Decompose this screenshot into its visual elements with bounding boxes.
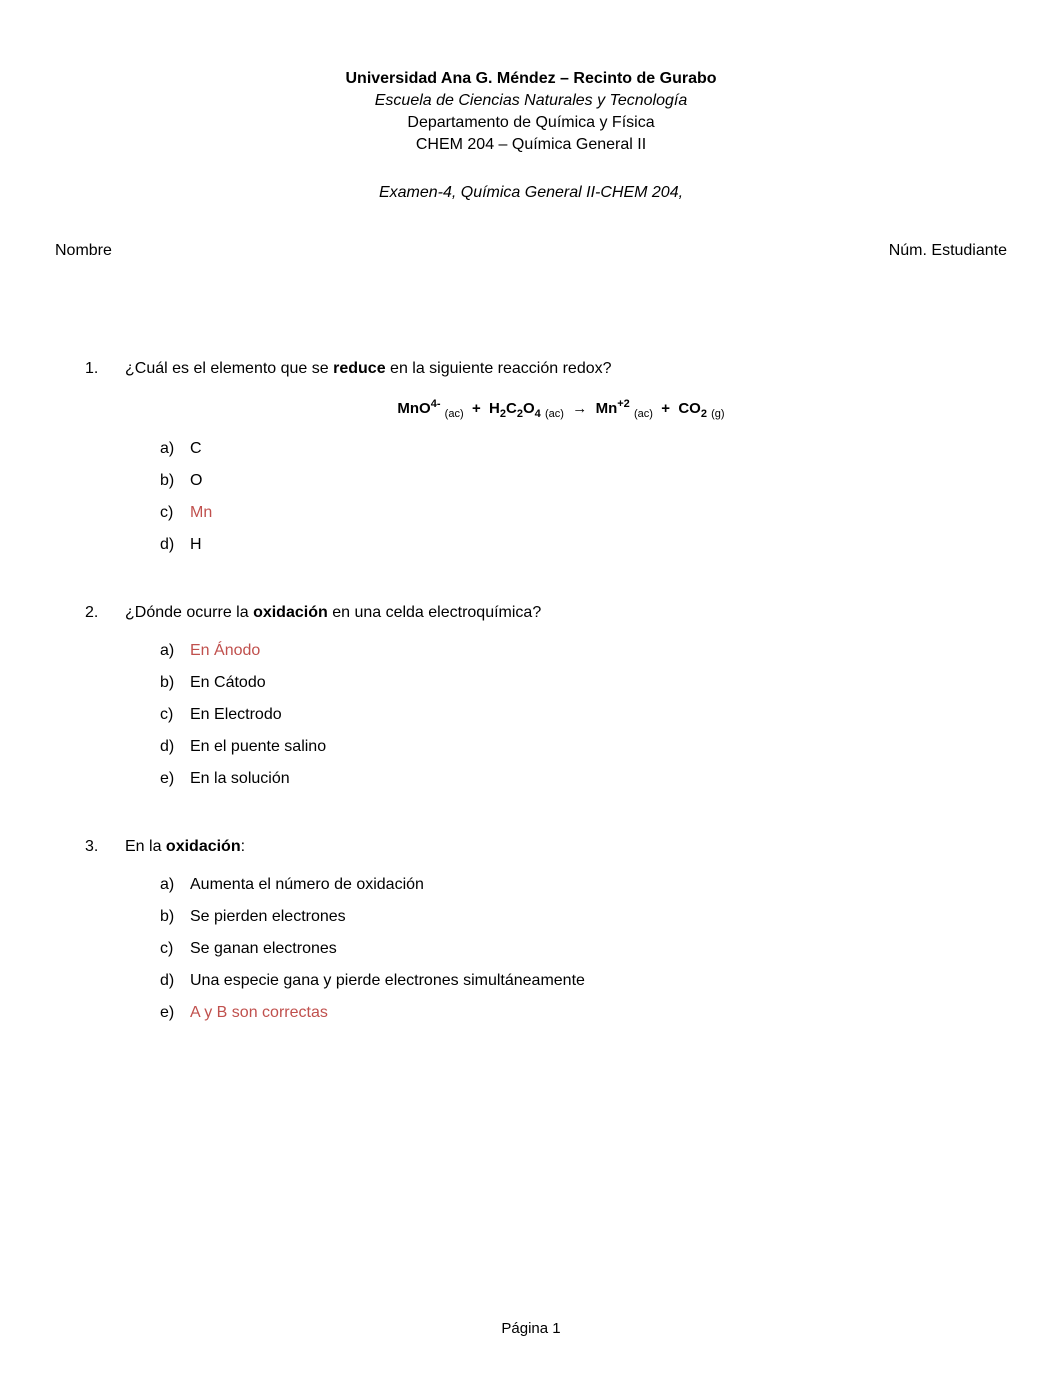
- q3-a-letter: a): [160, 876, 190, 894]
- q1-equation: MnO4- (ac) + H2C2O4 (ac) → Mn+2 (ac) + C…: [55, 398, 1007, 420]
- q1-b-text: O: [190, 472, 1007, 490]
- q1-a-text: C: [190, 440, 1007, 458]
- q1-b-letter: b): [160, 472, 190, 490]
- q1-a-letter: a): [160, 440, 190, 458]
- question-1-text: 1. ¿Cuál es el elemento que se reduce en…: [55, 360, 1007, 378]
- q2-bold: oxidación: [253, 604, 328, 621]
- school-name: Escuela de Ciencias Naturales y Tecnolog…: [55, 92, 1007, 110]
- q3-c-letter: c): [160, 940, 190, 958]
- q3-option-b: b) Se pierden electrones: [160, 908, 1007, 926]
- q2-suffix: en una celda electroquímica?: [328, 604, 541, 621]
- q3-d-letter: d): [160, 972, 190, 990]
- q3-text: En la oxidación:: [125, 838, 1007, 856]
- q2-a-text: En Ánodo: [190, 642, 1007, 660]
- q2-option-a: a) En Ánodo: [160, 642, 1007, 660]
- student-info-row: Nombre Núm. Estudiante: [55, 242, 1007, 260]
- q3-e-text: A y B son correctas: [190, 1004, 1007, 1022]
- exam-title: Examen-4, Química General II-CHEM 204,: [55, 184, 1007, 202]
- q3-b-text: Se pierden electrones: [190, 908, 1007, 926]
- q2-a-letter: a): [160, 642, 190, 660]
- q1-c-letter: c): [160, 504, 190, 522]
- question-3: 3. En la oxidación: a) Aumenta el número…: [55, 838, 1007, 1022]
- student-id-label: Núm. Estudiante: [889, 242, 1007, 260]
- question-2: 2. ¿Dónde ocurre la oxidación en una cel…: [55, 604, 1007, 788]
- q2-options: a) En Ánodo b) En Cátodo c) En Electrodo…: [55, 642, 1007, 788]
- q3-c-text: Se ganan electrones: [190, 940, 1007, 958]
- q1-suffix: en la siguiente reacción redox?: [386, 360, 612, 377]
- q1-c-text: Mn: [190, 504, 1007, 522]
- q2-e-text: En la solución: [190, 770, 1007, 788]
- q1-number: 1.: [55, 360, 125, 378]
- q3-e-letter: e): [160, 1004, 190, 1022]
- q1-option-c: c) Mn: [160, 504, 1007, 522]
- q3-b-letter: b): [160, 908, 190, 926]
- q1-option-a: a) C: [160, 440, 1007, 458]
- q2-c-letter: c): [160, 706, 190, 724]
- q1-option-b: b) O: [160, 472, 1007, 490]
- q2-e-letter: e): [160, 770, 190, 788]
- q3-option-a: a) Aumenta el número de oxidación: [160, 876, 1007, 894]
- q3-d-text: Una especie gana y pierde electrones sim…: [190, 972, 1007, 990]
- question-1: 1. ¿Cuál es el elemento que se reduce en…: [55, 360, 1007, 554]
- q2-b-letter: b): [160, 674, 190, 692]
- q2-d-text: En el puente salino: [190, 738, 1007, 756]
- q2-c-text: En Electrodo: [190, 706, 1007, 724]
- question-3-text: 3. En la oxidación:: [55, 838, 1007, 856]
- q3-a-text: Aumenta el número de oxidación: [190, 876, 1007, 894]
- q1-d-text: H: [190, 536, 1007, 554]
- q1-options: a) C b) O c) Mn d) H: [55, 440, 1007, 554]
- q3-option-d: d) Una especie gana y pierde electrones …: [160, 972, 1007, 990]
- q2-prefix: ¿Dónde ocurre la: [125, 604, 253, 621]
- name-label: Nombre: [55, 242, 112, 260]
- q2-option-d: d) En el puente salino: [160, 738, 1007, 756]
- q3-options: a) Aumenta el número de oxidación b) Se …: [55, 876, 1007, 1022]
- university-name: Universidad Ana G. Méndez – Recinto de G…: [55, 70, 1007, 88]
- q3-suffix: :: [241, 838, 245, 855]
- q2-option-e: e) En la solución: [160, 770, 1007, 788]
- question-2-text: 2. ¿Dónde ocurre la oxidación en una cel…: [55, 604, 1007, 622]
- q1-text: ¿Cuál es el elemento que se reduce en la…: [125, 360, 1007, 378]
- q3-prefix: En la: [125, 838, 166, 855]
- q2-option-c: c) En Electrodo: [160, 706, 1007, 724]
- q2-d-letter: d): [160, 738, 190, 756]
- document-header: Universidad Ana G. Méndez – Recinto de G…: [55, 70, 1007, 202]
- department-name: Departamento de Química y Física: [55, 114, 1007, 132]
- course-code: CHEM 204 – Química General II: [55, 136, 1007, 154]
- q1-d-letter: d): [160, 536, 190, 554]
- q3-number: 3.: [55, 838, 125, 856]
- q2-option-b: b) En Cátodo: [160, 674, 1007, 692]
- q2-b-text: En Cátodo: [190, 674, 1007, 692]
- q2-number: 2.: [55, 604, 125, 622]
- q3-option-c: c) Se ganan electrones: [160, 940, 1007, 958]
- q3-option-e: e) A y B son correctas: [160, 1004, 1007, 1022]
- q1-bold: reduce: [333, 360, 385, 377]
- page-footer: Página 1: [0, 1320, 1062, 1337]
- q2-text: ¿Dónde ocurre la oxidación en una celda …: [125, 604, 1007, 622]
- q3-bold: oxidación: [166, 838, 241, 855]
- q1-prefix: ¿Cuál es el elemento que se: [125, 360, 333, 377]
- q1-option-d: d) H: [160, 536, 1007, 554]
